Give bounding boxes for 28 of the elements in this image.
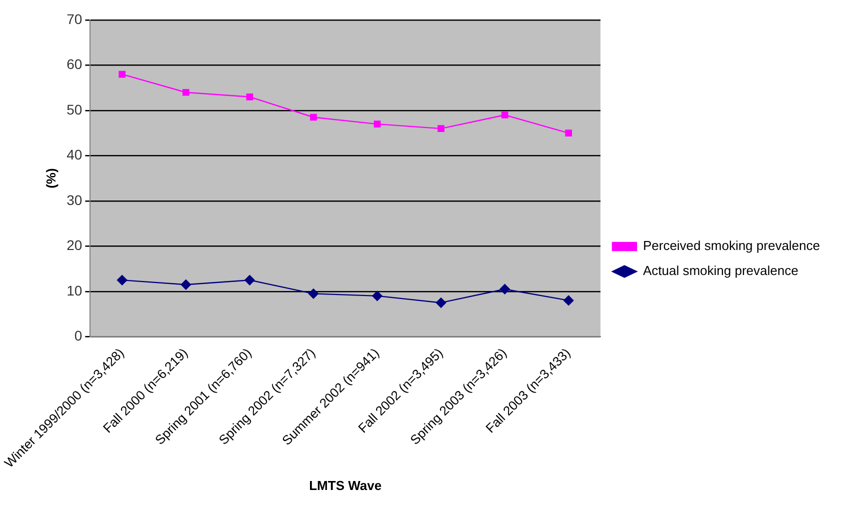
point bbox=[565, 130, 572, 137]
point bbox=[182, 88, 190, 96]
point bbox=[372, 290, 382, 302]
point bbox=[180, 280, 191, 290]
y-tick-label: 0 bbox=[74, 328, 82, 344]
legend-label: Perceived smoking prevalence bbox=[642, 238, 820, 254]
point bbox=[374, 120, 381, 128]
point bbox=[118, 70, 126, 78]
point bbox=[436, 298, 446, 308]
x-axis-title: LMTS Wave bbox=[309, 478, 382, 493]
point bbox=[310, 114, 317, 121]
y-tick-label: 60 bbox=[66, 56, 82, 72]
point bbox=[501, 112, 508, 118]
y-tick-label: 20 bbox=[66, 237, 82, 254]
point bbox=[500, 284, 510, 294]
y-tick-label: 30 bbox=[66, 192, 82, 208]
y-tick-label: 70 bbox=[66, 10, 82, 27]
point bbox=[246, 93, 254, 100]
point bbox=[117, 275, 128, 286]
point bbox=[563, 295, 574, 306]
y-tick-label: 50 bbox=[66, 101, 82, 118]
legend-label: Actual smoking prevalence bbox=[642, 263, 798, 278]
point bbox=[308, 288, 319, 299]
y-tick-label: 10 bbox=[66, 282, 82, 298]
point bbox=[244, 275, 255, 286]
point bbox=[438, 125, 444, 132]
y-tick-label: 40 bbox=[66, 146, 82, 163]
y-axis-title: (%) bbox=[43, 168, 58, 188]
